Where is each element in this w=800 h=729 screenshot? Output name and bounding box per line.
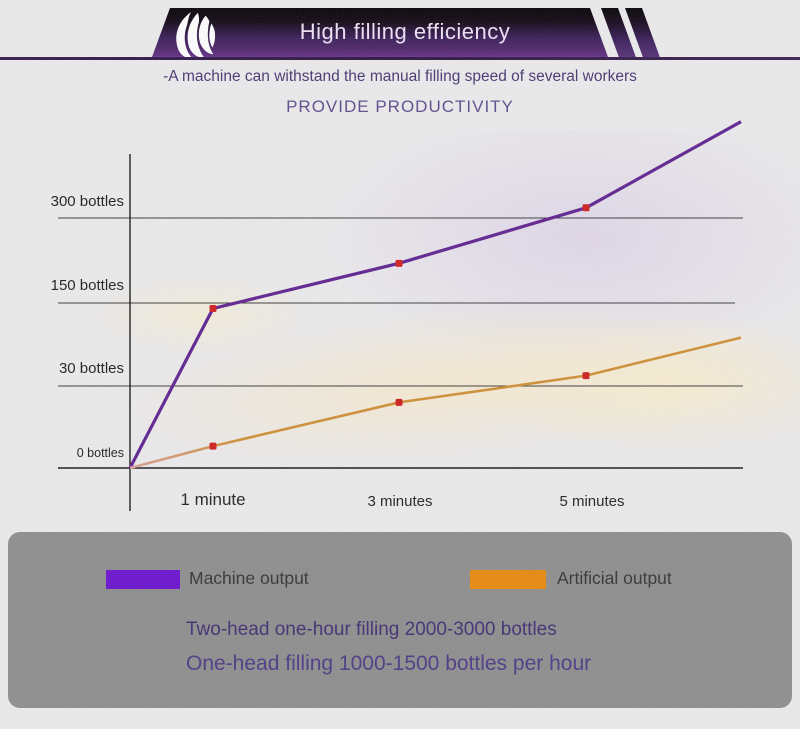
data-point-marker xyxy=(582,372,590,380)
note-two-head: Two-head one-hour filling 2000-3000 bott… xyxy=(186,619,557,640)
y-tick-label: 30 bottles xyxy=(58,360,124,377)
y-tick-label: 150 bottles xyxy=(50,277,124,294)
x-tick-label: 3 minutes xyxy=(367,493,433,510)
note-one-head: One-head filling 1000-1500 bottles per h… xyxy=(186,652,592,675)
data-point-marker xyxy=(582,204,590,212)
artificial-legend-label: Artificial output xyxy=(557,568,672,588)
machine-legend-label: Machine output xyxy=(189,568,309,588)
artificial-output-line xyxy=(129,336,742,470)
y-tick-label: 300 bottles xyxy=(50,193,124,210)
x-tick-label: 1 minute xyxy=(180,490,246,509)
legend-panel: Machine output Artificial output Two-hea… xyxy=(8,532,792,708)
y-tick-label: 0 bottles xyxy=(76,446,124,460)
data-point-marker xyxy=(395,398,403,406)
data-point-marker xyxy=(209,442,217,450)
artificial-legend-swatch xyxy=(470,570,546,589)
machine-output-line xyxy=(128,120,742,469)
data-point-marker xyxy=(209,305,217,313)
data-point-marker xyxy=(395,259,403,267)
axes xyxy=(58,154,743,511)
gridlines xyxy=(58,217,743,387)
machine-legend-swatch xyxy=(106,570,180,589)
x-tick-label: 5 minutes xyxy=(559,493,625,510)
